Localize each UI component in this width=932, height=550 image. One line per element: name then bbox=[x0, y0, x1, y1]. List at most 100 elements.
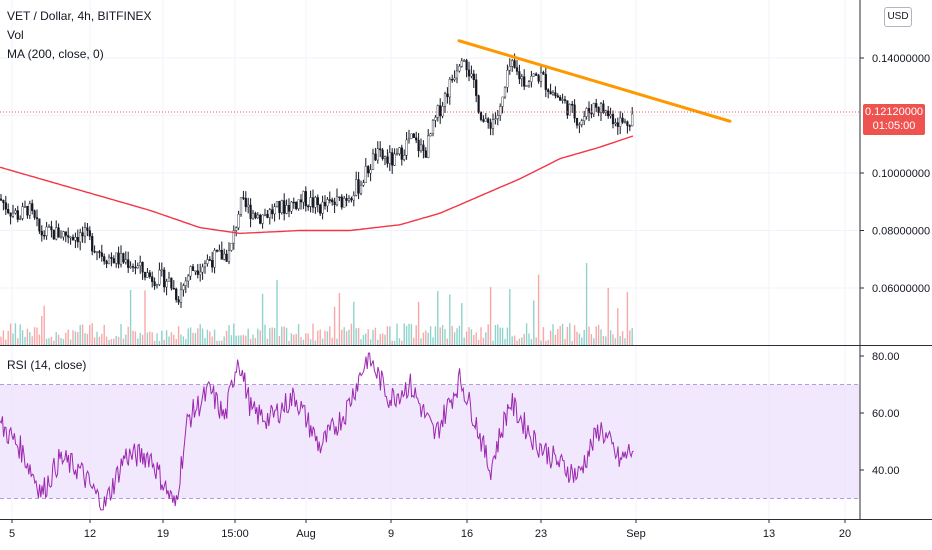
candle-body bbox=[239, 197, 243, 215]
ma-legend[interactable]: MA (200, close, 0) bbox=[7, 47, 104, 61]
candle-body bbox=[100, 252, 103, 257]
volume-bar bbox=[338, 293, 341, 345]
rsi-line bbox=[0, 352, 634, 511]
candle-body bbox=[451, 79, 454, 81]
volume-bar bbox=[631, 327, 633, 345]
candle-body bbox=[328, 199, 331, 201]
candle-body bbox=[554, 92, 557, 96]
candle-body bbox=[400, 147, 403, 160]
candle-body bbox=[196, 270, 199, 275]
rsi-legend[interactable]: RSI (14, close) bbox=[7, 358, 87, 372]
volume-bar bbox=[602, 336, 605, 345]
candle-body bbox=[107, 256, 111, 265]
volume-bar bbox=[252, 334, 254, 345]
volume-bar bbox=[21, 330, 24, 345]
candle-body bbox=[525, 85, 528, 87]
candle-body bbox=[261, 214, 264, 224]
candle-body bbox=[614, 122, 617, 125]
volume-bar bbox=[547, 339, 549, 345]
candle-body bbox=[326, 199, 329, 207]
volume-bar bbox=[475, 332, 477, 345]
candle-body bbox=[232, 230, 235, 244]
volume-bar bbox=[168, 336, 170, 345]
candle-body bbox=[321, 201, 324, 214]
volume-bar bbox=[72, 330, 74, 345]
volume-bar bbox=[201, 328, 204, 345]
volume-bar bbox=[62, 339, 65, 345]
candle-body bbox=[571, 104, 574, 106]
volume-bar bbox=[333, 306, 336, 345]
candle-body bbox=[290, 201, 293, 212]
candle-body bbox=[359, 184, 363, 194]
volume-bar bbox=[60, 338, 62, 345]
volume-bar bbox=[156, 333, 158, 345]
candle-body bbox=[79, 232, 82, 243]
volume-bar bbox=[384, 334, 386, 345]
volume-bar bbox=[120, 323, 122, 345]
candle-body bbox=[599, 103, 603, 113]
candle-body bbox=[520, 76, 523, 80]
volume-bar bbox=[355, 328, 357, 345]
volume-legend[interactable]: Vol bbox=[7, 28, 24, 42]
candle-body bbox=[499, 106, 502, 116]
volume-bar bbox=[204, 337, 206, 345]
symbol-legend[interactable]: VET / Dollar, 4h, BITFINEX bbox=[7, 9, 152, 23]
volume-bar bbox=[89, 325, 91, 345]
candle-body bbox=[340, 196, 343, 208]
volume-bar bbox=[564, 338, 566, 345]
volume-bar bbox=[213, 329, 216, 345]
volume-bar bbox=[470, 329, 473, 345]
candle-body bbox=[309, 197, 312, 207]
candle-body bbox=[67, 235, 70, 238]
candle-body bbox=[369, 169, 372, 174]
volume-bar bbox=[530, 338, 533, 345]
currency-button[interactable]: USD bbox=[884, 7, 912, 27]
volume-bar bbox=[55, 332, 57, 345]
candle-body bbox=[383, 156, 387, 159]
volume-bar bbox=[221, 340, 223, 345]
volume-bar bbox=[17, 338, 19, 345]
time-tick-label: 16 bbox=[461, 528, 473, 540]
candle-body bbox=[623, 121, 627, 123]
volume-bar bbox=[50, 336, 53, 345]
volume-bar bbox=[122, 338, 125, 345]
volume-bar bbox=[626, 291, 629, 345]
volume-bar bbox=[24, 336, 26, 345]
candle-body bbox=[81, 232, 84, 237]
candle-body bbox=[463, 60, 466, 62]
volume-bar bbox=[408, 323, 410, 345]
candle-body bbox=[448, 79, 451, 98]
volume-bar bbox=[353, 301, 355, 345]
candle-body bbox=[314, 197, 317, 208]
time-tick-label: 9 bbox=[388, 528, 394, 540]
candle-body bbox=[453, 77, 456, 80]
candle-body bbox=[472, 73, 475, 81]
volume-bar bbox=[93, 337, 96, 345]
candle-body bbox=[482, 119, 485, 122]
volume-bar bbox=[458, 325, 461, 345]
volume-bar bbox=[549, 330, 552, 345]
volume-bar bbox=[29, 332, 31, 345]
candle-body bbox=[583, 116, 586, 121]
trendline[interactable] bbox=[457, 39, 732, 123]
volume-bar bbox=[453, 332, 456, 345]
candle-body bbox=[266, 213, 269, 218]
candle-body bbox=[299, 199, 303, 203]
candle-body bbox=[74, 237, 77, 241]
volume-bar bbox=[185, 339, 187, 345]
volume-bar bbox=[283, 326, 285, 345]
candle-body bbox=[523, 76, 526, 87]
candle-body bbox=[158, 269, 161, 285]
rsi-band bbox=[0, 384, 860, 499]
candle-body bbox=[148, 272, 151, 277]
volume-bar bbox=[269, 328, 271, 345]
candle-body bbox=[379, 148, 382, 151]
volume-bar bbox=[242, 334, 245, 345]
volume-bar bbox=[12, 333, 14, 345]
candle-body bbox=[59, 236, 63, 239]
volume-bar bbox=[273, 327, 276, 345]
candle-body bbox=[331, 199, 334, 203]
candle-body bbox=[143, 271, 147, 278]
candle-body bbox=[287, 205, 291, 212]
